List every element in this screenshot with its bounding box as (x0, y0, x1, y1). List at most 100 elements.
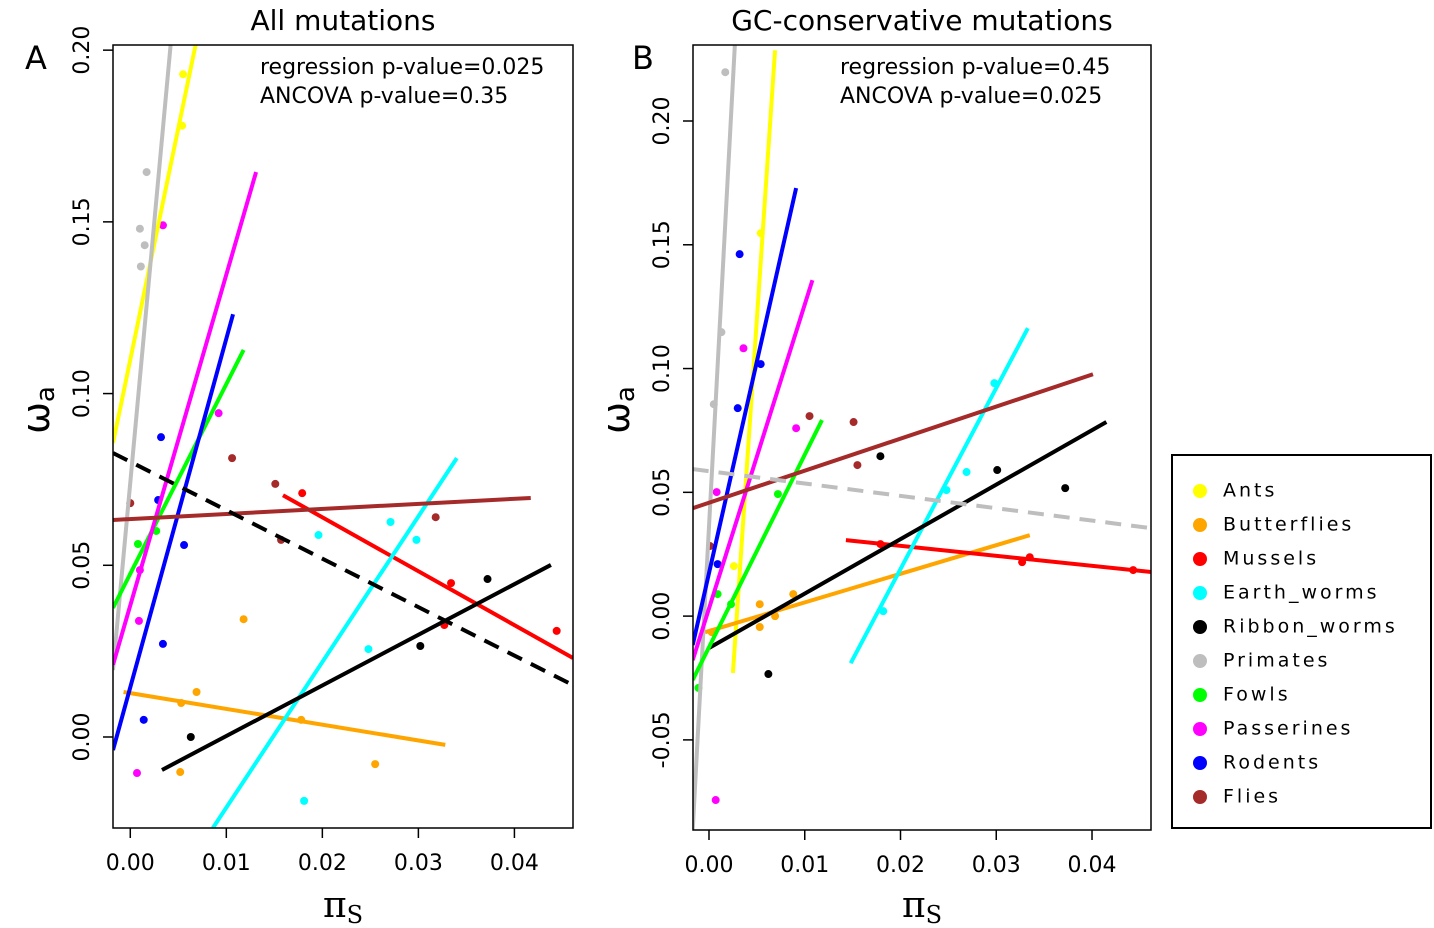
data-point (735, 250, 744, 259)
y-tick-label: 0.00 (70, 713, 95, 762)
legend-marker (1193, 756, 1207, 770)
fit-line (693, 279, 815, 661)
data-point (729, 562, 738, 571)
legend-label: Mussels (1223, 548, 1319, 570)
data-point (228, 454, 237, 463)
data-point (412, 535, 421, 544)
plot-frame (112, 44, 574, 829)
x-axis-label-main: π (902, 885, 926, 926)
plot-frame (692, 44, 1152, 831)
y-tick-label: 0.10 (650, 344, 675, 393)
data-point (364, 645, 373, 654)
data-point (142, 168, 151, 177)
fit-line (113, 451, 573, 687)
data-point (771, 612, 780, 621)
x-axis-label-main: π (323, 885, 347, 926)
data-point (135, 224, 144, 233)
data-point (447, 579, 456, 588)
fit-line (693, 419, 824, 681)
legend-marker (1193, 790, 1207, 804)
y-tick-label: 0.20 (650, 97, 675, 146)
data-point (483, 575, 492, 584)
y-axis-label-main: ω (594, 402, 638, 434)
fit-line (113, 171, 259, 666)
x-axis-label: πS (323, 885, 363, 928)
fit-line (693, 45, 737, 830)
fit-line (693, 467, 1151, 531)
panel-label: A (25, 39, 47, 77)
legend-label: Passerines (1223, 718, 1353, 740)
legend-marker (1193, 586, 1207, 600)
x-axis-label-sub: S (347, 901, 363, 928)
legend-label: Ribbon_worms (1223, 616, 1398, 638)
data-point (805, 412, 814, 421)
fit-line (848, 327, 1030, 665)
data-point (157, 433, 166, 442)
y-tick-label: 0.10 (70, 369, 95, 418)
annotation: regression p-value=0.025 (260, 55, 544, 80)
annotation: regression p-value=0.45 (840, 55, 1110, 80)
legend-label: Primates (1223, 650, 1330, 672)
legend-marker (1193, 484, 1207, 498)
data-point (849, 418, 858, 427)
data-point (713, 560, 722, 569)
fit-line (730, 50, 778, 674)
data-point (1061, 484, 1070, 493)
legend-label: Butterflies (1223, 514, 1354, 536)
x-axis-label-sub: S (926, 901, 942, 928)
fit-line (693, 187, 799, 646)
x-tick-label: 0.04 (1068, 853, 1117, 878)
data-point (158, 221, 167, 230)
y-tick-label: 0.05 (650, 468, 675, 517)
legend-label: Earth_worms (1223, 582, 1380, 604)
legend-marker (1193, 722, 1207, 736)
y-axis-label: ωa (594, 386, 641, 434)
x-tick-label: 0.01 (202, 851, 251, 876)
data-point (298, 489, 307, 498)
fit-line (161, 563, 552, 772)
data-point (239, 615, 248, 624)
y-tick-label: 0.00 (650, 592, 675, 641)
y-tick-label: 0.15 (70, 197, 95, 246)
data-point (993, 466, 1002, 475)
x-axis-label: πS (902, 885, 942, 928)
annotation: ANCOVA p-value=0.35 (260, 84, 508, 109)
data-point (386, 518, 395, 527)
data-point (755, 600, 764, 609)
y-tick-label: 0.20 (70, 26, 95, 75)
fit-line (693, 372, 1094, 511)
x-tick-label: 0.03 (394, 851, 443, 876)
y-tick-label: 0.15 (650, 220, 675, 269)
x-tick-label: 0.01 (780, 853, 829, 878)
x-tick-label: 0.04 (490, 851, 539, 876)
data-point (962, 468, 971, 477)
data-point (755, 623, 764, 632)
chart-title: GC-conservative mutations (731, 4, 1113, 37)
y-axis-label-main: ω (14, 402, 58, 434)
fit-line (704, 533, 1031, 635)
legend-label: Ants (1223, 480, 1277, 502)
y-axis-label: ωa (14, 386, 61, 434)
data-point (186, 732, 195, 741)
x-tick-label: 0.03 (972, 853, 1021, 878)
y-tick-label: -0.05 (650, 711, 675, 768)
fit-line (113, 45, 173, 671)
data-point (136, 262, 145, 271)
plot-area (693, 45, 1151, 830)
x-tick-label: 0.00 (684, 853, 733, 878)
data-point (271, 479, 280, 488)
data-point (739, 344, 748, 353)
data-point (733, 404, 742, 413)
data-point (721, 68, 730, 77)
chart-title: All mutations (251, 4, 436, 37)
legend-label: Fowls (1223, 684, 1291, 706)
data-point (158, 639, 167, 648)
fit-line (845, 538, 1151, 575)
legend-marker (1193, 552, 1207, 566)
data-point (176, 768, 185, 777)
x-tick-label: 0.02 (876, 853, 925, 878)
data-point (773, 490, 782, 499)
plot-area (113, 45, 573, 828)
legend-label: Flies (1223, 786, 1281, 808)
fit-line (113, 45, 198, 444)
